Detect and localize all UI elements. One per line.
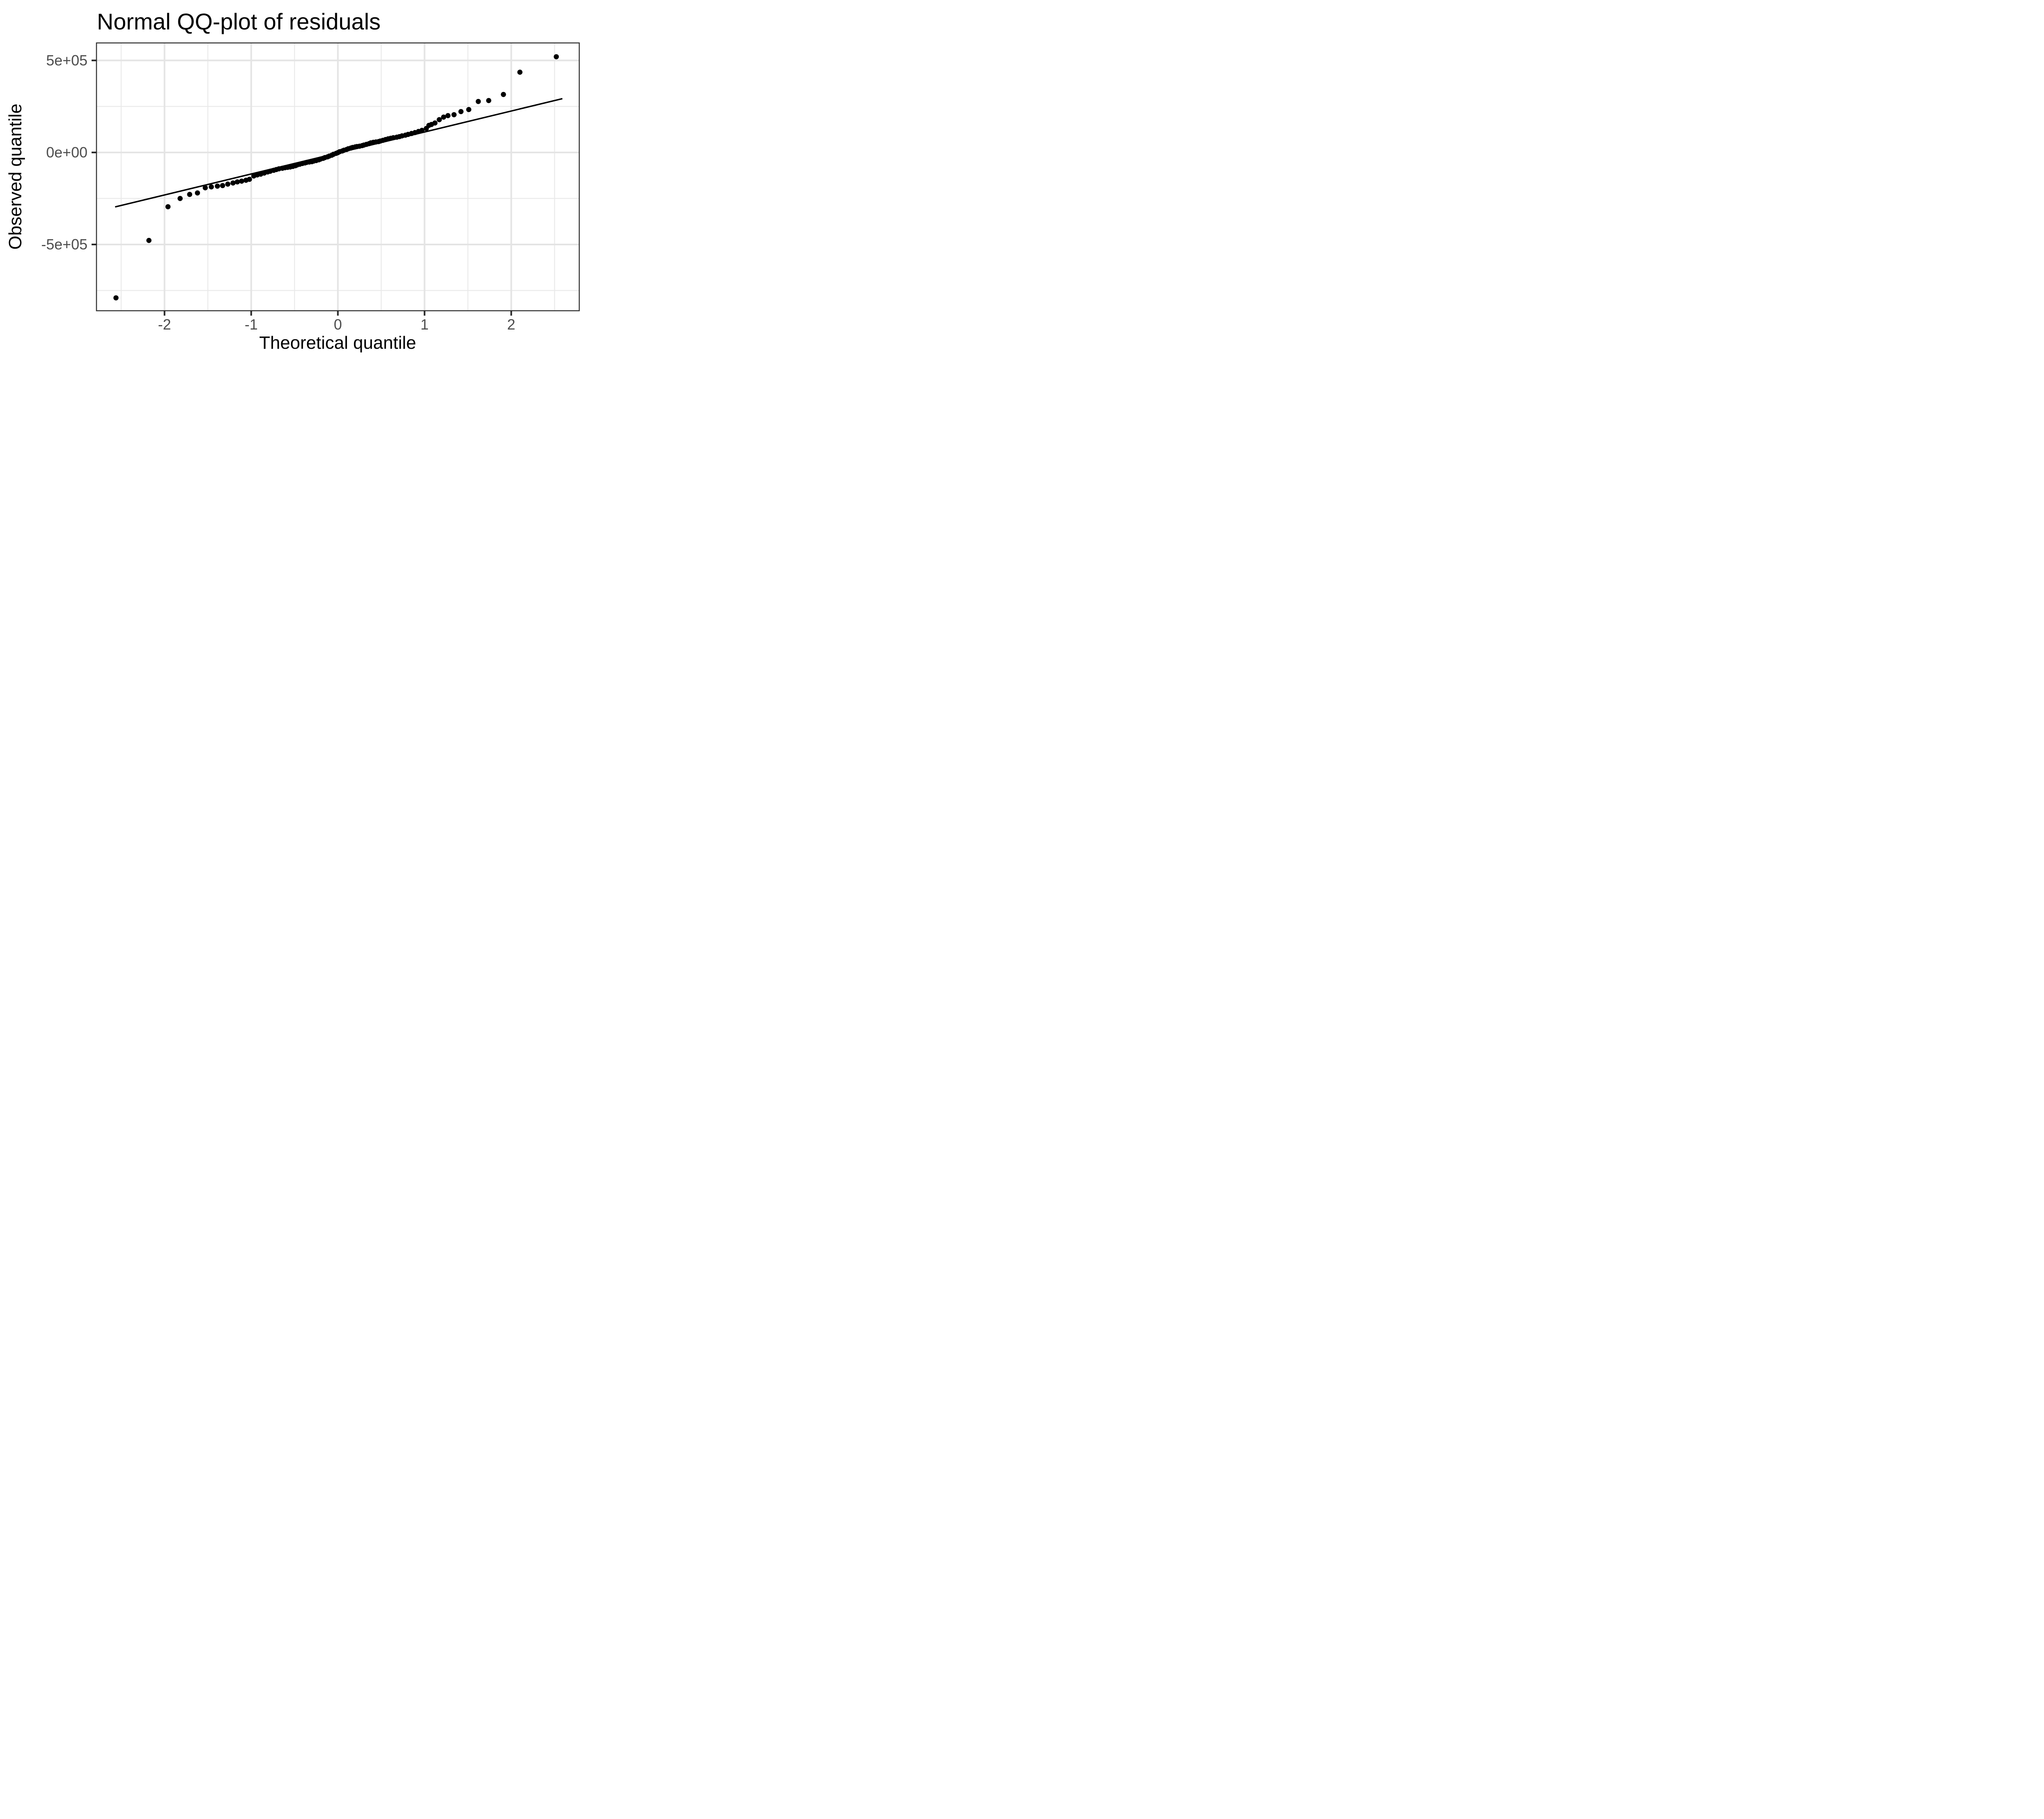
x-tick-label: -2: [158, 316, 171, 333]
plot-title: Normal QQ-plot of residuals: [97, 9, 381, 34]
data-point: [208, 184, 214, 190]
x-tick-label: 2: [507, 316, 515, 333]
data-point: [432, 120, 438, 126]
data-point: [235, 179, 240, 185]
y-tick-label: 0e+00: [46, 144, 87, 161]
data-point: [239, 178, 244, 184]
data-point: [165, 204, 171, 209]
data-point: [517, 70, 523, 75]
data-point: [466, 107, 471, 112]
data-point: [230, 180, 236, 186]
data-point: [113, 295, 119, 301]
data-point: [419, 128, 425, 133]
data-point: [195, 190, 200, 196]
data-point: [451, 112, 457, 117]
data-point: [187, 192, 193, 197]
data-point: [247, 177, 252, 182]
x-tick-label: 1: [420, 316, 429, 333]
y-tick-label: -5e+05: [41, 236, 87, 253]
x-tick-label: 0: [334, 316, 342, 333]
data-point: [486, 98, 491, 103]
data-point: [146, 238, 152, 243]
data-point: [458, 109, 464, 114]
data-point: [554, 54, 559, 60]
data-point: [501, 92, 506, 97]
data-point: [475, 99, 481, 104]
x-tick-label: -1: [244, 316, 258, 333]
data-point: [225, 181, 231, 187]
data-point: [215, 183, 220, 189]
plot-panel: [92, 42, 580, 316]
data-point: [220, 183, 225, 188]
data-point: [441, 114, 446, 120]
data-point: [202, 185, 208, 191]
data-point: [445, 113, 451, 119]
y-tick-label: 5e+05: [46, 52, 87, 69]
qq-plot-figure: Normal QQ-plot of residuals -2 -1 0 1 2 5e+05…: [0, 0, 589, 364]
y-axis-title: Observed quantile: [5, 103, 25, 250]
data-point: [177, 196, 183, 201]
x-axis-title: Theoretical quantile: [259, 333, 416, 353]
data-point: [437, 117, 442, 123]
